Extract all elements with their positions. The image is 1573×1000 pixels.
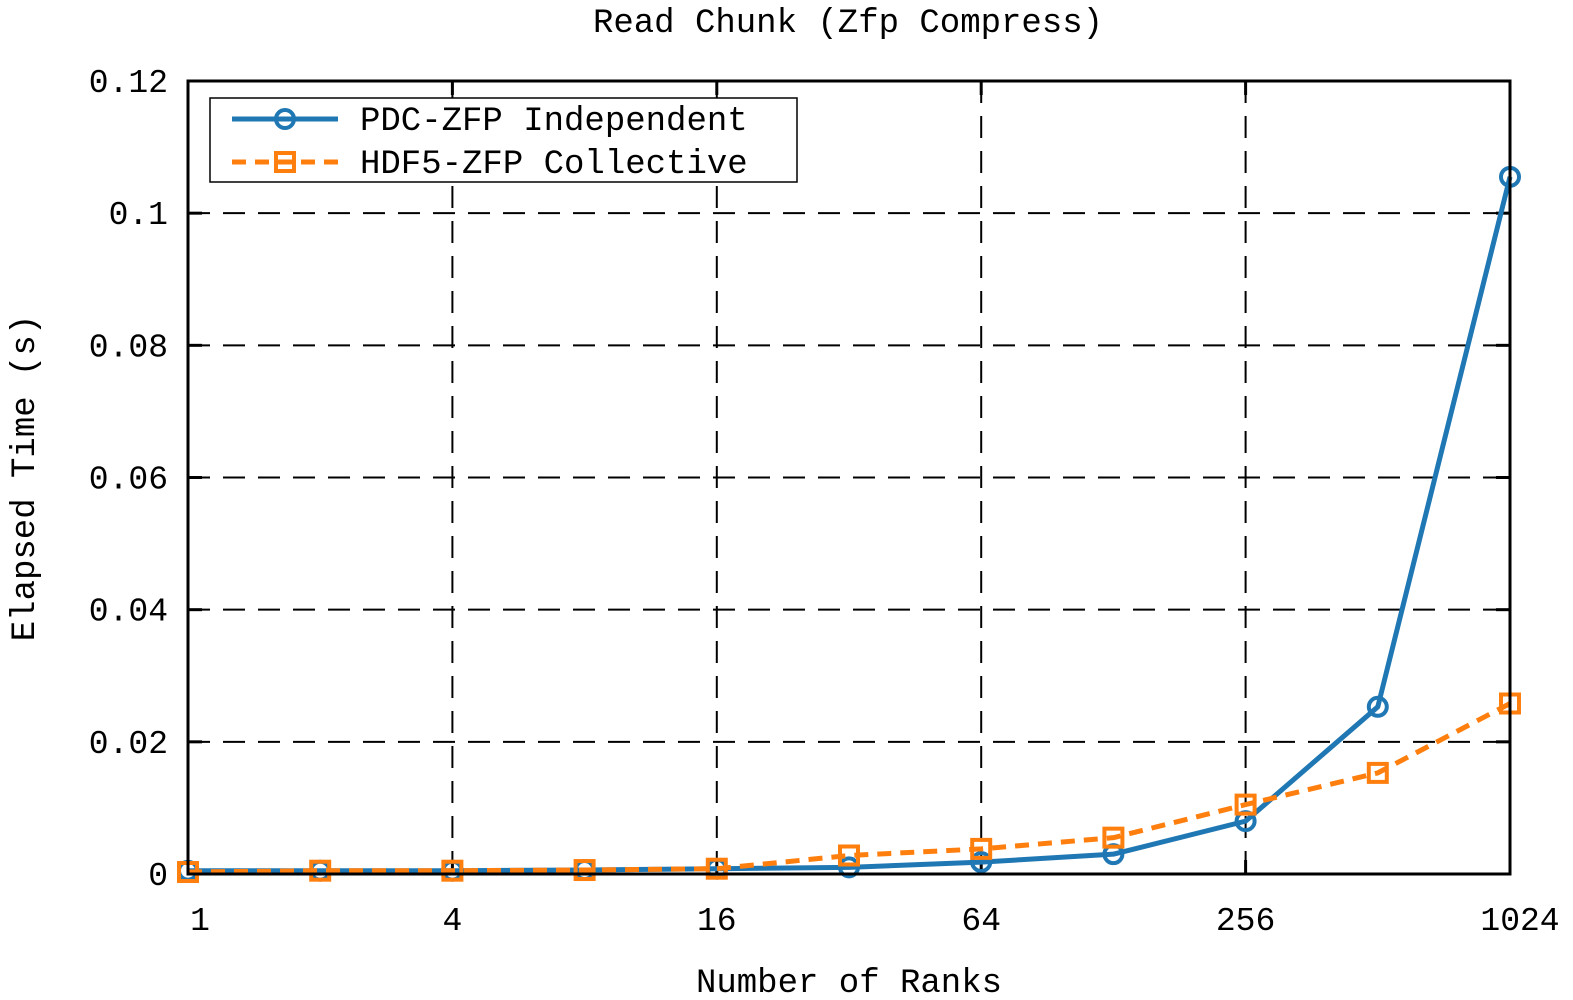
- y-tick-label: 0.06: [89, 462, 168, 499]
- x-tick-label: 256: [1216, 903, 1275, 940]
- legend-label: HDF5-ZFP Collective: [360, 146, 748, 184]
- x-axis-label: Number of Ranks: [696, 965, 1002, 1000]
- legend-marker-circle: [274, 108, 296, 130]
- x-tick-label: 1024: [1480, 903, 1559, 940]
- data-point-square: [705, 857, 728, 880]
- data-point-square: [838, 844, 860, 867]
- data-point-circle: [838, 856, 860, 879]
- data-point-square: [573, 859, 596, 882]
- legend-label: PDC-ZFP Independent: [360, 103, 748, 141]
- legend: PDC-ZFP Independent HDF5-ZFP Collective: [209, 97, 798, 184]
- data-point-square: [1234, 793, 1257, 816]
- y-tick-label: 0.08: [89, 329, 168, 366]
- x-tick-label: 64: [961, 903, 1001, 940]
- grid-lines: [188, 81, 1510, 874]
- data-point-square: [1366, 761, 1389, 784]
- x-tick-label: 4: [442, 903, 462, 940]
- y-tick-label: 0.1: [109, 197, 168, 234]
- x-tick-label: 16: [697, 903, 737, 940]
- y-tick-label: 0.02: [89, 726, 168, 763]
- axis-ticks: 0 0.02 0.04 0.06 0.08 0.1 0.12 1 4 16 64 256 1024: [89, 65, 1560, 940]
- series-line-hdf5-zfp-collective: [187, 701, 1512, 875]
- data-point-circle: [1366, 695, 1389, 718]
- series-line-pdc-zfp-independent: [188, 176, 1513, 874]
- legend-box: [209, 97, 798, 183]
- plot-frame: [186, 79, 1512, 876]
- data-point-square: [309, 859, 332, 882]
- data-point-circle: [970, 851, 993, 874]
- x-tick-label: 1: [190, 903, 210, 940]
- data-point-square: [970, 837, 993, 860]
- data-series: [177, 165, 1521, 884]
- data-point-square: [1102, 826, 1125, 849]
- y-tick-label: 0: [148, 858, 168, 895]
- y-tick-label: 0.04: [89, 594, 168, 631]
- data-point-square: [441, 859, 464, 882]
- legend-marker-square: [274, 151, 296, 173]
- y-axis-label: Elapsed Time (s): [7, 315, 45, 641]
- y-tick-label: 0.12: [89, 65, 168, 102]
- chart-title: Read Chunk (Zfp Compress): [593, 5, 1103, 43]
